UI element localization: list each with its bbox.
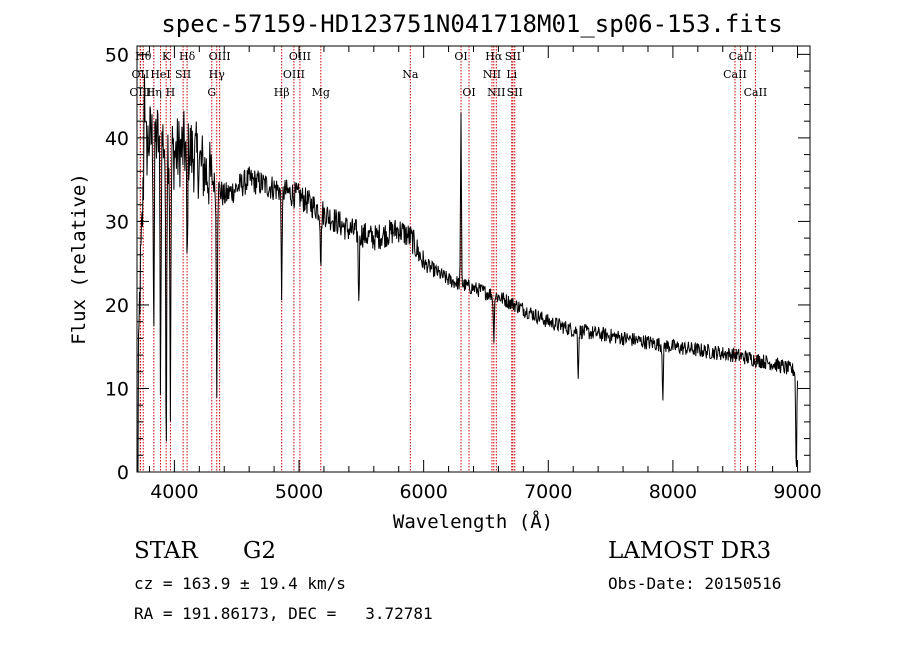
line-marker-label: CaII — [729, 50, 753, 63]
line-marker-label: Hθ — [135, 50, 152, 63]
object-class: STAR — [134, 538, 198, 564]
line-marker-label: Hγ — [209, 68, 226, 81]
line-marker-label: Hα — [485, 50, 503, 63]
x-tick-label: 7000 — [524, 481, 572, 503]
object-subclass: G2 — [243, 538, 277, 564]
y-tick-label: 30 — [105, 211, 129, 233]
line-marker-label: Mg — [312, 86, 330, 99]
y-tick-label: 40 — [105, 128, 129, 150]
line-marker-label: Hη — [146, 86, 162, 99]
observation-date: Obs-Date: 20150516 — [608, 574, 782, 593]
line-marker-label: OI — [462, 86, 475, 99]
y-tick-label: 0 — [117, 462, 129, 484]
line-markers — [139, 46, 756, 472]
y-tick-label: 50 — [105, 44, 129, 66]
line-marker-label: Hβ — [274, 86, 290, 99]
line-marker-label: SII — [175, 68, 191, 81]
spectrum-line — [137, 74, 798, 473]
line-marker-label: HeI — [150, 68, 170, 81]
line-marker-label: G — [207, 86, 216, 99]
y-tick-label: 20 — [105, 295, 129, 317]
line-marker-label: Li — [506, 68, 517, 81]
y-axis-label: Flux (relative) — [68, 173, 90, 345]
x-axis-label: Wavelength (Å) — [393, 510, 553, 533]
line-marker-label: Hδ — [179, 50, 196, 63]
x-tick-label: 8000 — [649, 481, 697, 503]
line-marker-label: OIII — [209, 50, 231, 63]
y-tick-label: 10 — [105, 378, 129, 400]
line-marker-label: SII — [505, 50, 521, 63]
survey-name: LAMOST DR3 — [608, 538, 772, 564]
line-marker-label: K — [162, 50, 171, 63]
x-tick-label: 9000 — [773, 481, 821, 503]
line-marker-label: OIII — [289, 50, 311, 63]
line-marker-label: OIII — [283, 68, 305, 81]
y-axis-ticks: 0 10 20 30 40 50 — [105, 44, 810, 484]
x-tick-label: 6000 — [399, 481, 447, 503]
coordinates: RA = 191.86173, DEC = 3.72781 — [134, 604, 433, 623]
line-marker-label: NII — [483, 68, 501, 81]
line-marker-label: OI — [454, 50, 467, 63]
line-marker-label: OIII — [129, 86, 151, 99]
x-tick-label: 5000 — [275, 481, 323, 503]
line-marker-labels: HθOIIOIIIHηHeIKHSIIHδGHγOIIIHβOIIIOIIIMg… — [129, 50, 767, 99]
plot-frame — [136, 45, 811, 473]
line-marker-label: CaII — [723, 68, 747, 81]
chart-title: spec-57159-HD123751N041718M01_sp06-153.f… — [161, 10, 782, 38]
line-marker-label: Na — [402, 68, 419, 81]
line-marker-label: H — [166, 86, 176, 99]
x-axis-ticks: 4000 5000 6000 7000 8000 9000 — [148, 46, 822, 503]
redshift-velocity: cz = 163.9 ± 19.4 km/s — [134, 574, 346, 593]
line-marker-label: NII — [487, 86, 505, 99]
line-marker-label: CaII — [744, 86, 768, 99]
line-marker-label: OII — [132, 68, 150, 81]
x-tick-label: 4000 — [150, 481, 198, 503]
line-marker-label: SII — [507, 86, 523, 99]
